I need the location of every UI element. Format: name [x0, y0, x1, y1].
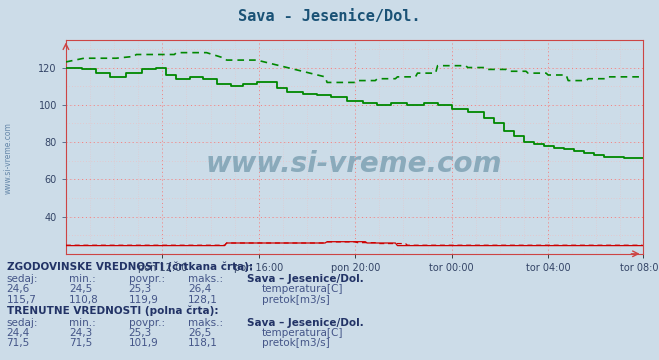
Text: maks.:: maks.: [188, 318, 223, 328]
Text: TRENUTNE VREDNOSTI (polna črta):: TRENUTNE VREDNOSTI (polna črta): [7, 306, 218, 316]
Text: ZGODOVINSKE VREDNOSTI (črtkana črta):: ZGODOVINSKE VREDNOSTI (črtkana črta): [7, 261, 252, 271]
Text: Sava – Jesenice/Dol.: Sava – Jesenice/Dol. [247, 318, 364, 328]
Text: 118,1: 118,1 [188, 338, 217, 348]
Text: 24,4: 24,4 [7, 328, 30, 338]
Text: pretok[m3/s]: pretok[m3/s] [262, 338, 330, 348]
Text: min.:: min.: [69, 318, 96, 328]
Text: Sava - Jesenice/Dol.: Sava - Jesenice/Dol. [239, 9, 420, 24]
Text: 101,9: 101,9 [129, 338, 158, 348]
Text: 128,1: 128,1 [188, 295, 217, 305]
Text: pretok[m3/s]: pretok[m3/s] [262, 295, 330, 305]
Text: min.:: min.: [69, 274, 96, 284]
Text: www.si-vreme.com: www.si-vreme.com [206, 150, 502, 178]
Text: povpr.:: povpr.: [129, 318, 165, 328]
Text: sedaj:: sedaj: [7, 274, 38, 284]
Text: Sava – Jesenice/Dol.: Sava – Jesenice/Dol. [247, 274, 364, 284]
Text: temperatura[C]: temperatura[C] [262, 328, 343, 338]
Text: 24,3: 24,3 [69, 328, 92, 338]
Text: 119,9: 119,9 [129, 295, 158, 305]
Text: maks.:: maks.: [188, 274, 223, 284]
Text: 115,7: 115,7 [7, 295, 36, 305]
Text: 26,5: 26,5 [188, 328, 211, 338]
Text: temperatura[C]: temperatura[C] [262, 284, 343, 294]
Text: 71,5: 71,5 [7, 338, 30, 348]
Text: povpr.:: povpr.: [129, 274, 165, 284]
Text: www.si-vreme.com: www.si-vreme.com [3, 122, 13, 194]
Text: 25,3: 25,3 [129, 328, 152, 338]
Text: 110,8: 110,8 [69, 295, 99, 305]
Text: 24,5: 24,5 [69, 284, 92, 294]
Text: sedaj:: sedaj: [7, 318, 38, 328]
Text: 26,4: 26,4 [188, 284, 211, 294]
Text: 25,3: 25,3 [129, 284, 152, 294]
Text: 71,5: 71,5 [69, 338, 92, 348]
Text: 24,6: 24,6 [7, 284, 30, 294]
